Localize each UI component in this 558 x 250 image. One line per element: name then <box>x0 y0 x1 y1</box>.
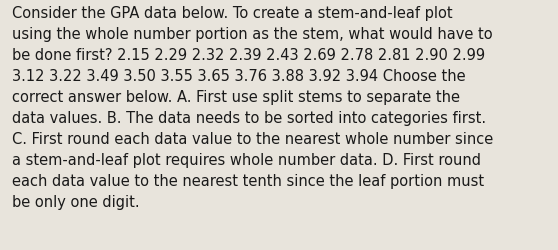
Text: Consider the GPA data below. To create a stem-and-leaf plot
using the whole numb: Consider the GPA data below. To create a… <box>12 6 493 210</box>
